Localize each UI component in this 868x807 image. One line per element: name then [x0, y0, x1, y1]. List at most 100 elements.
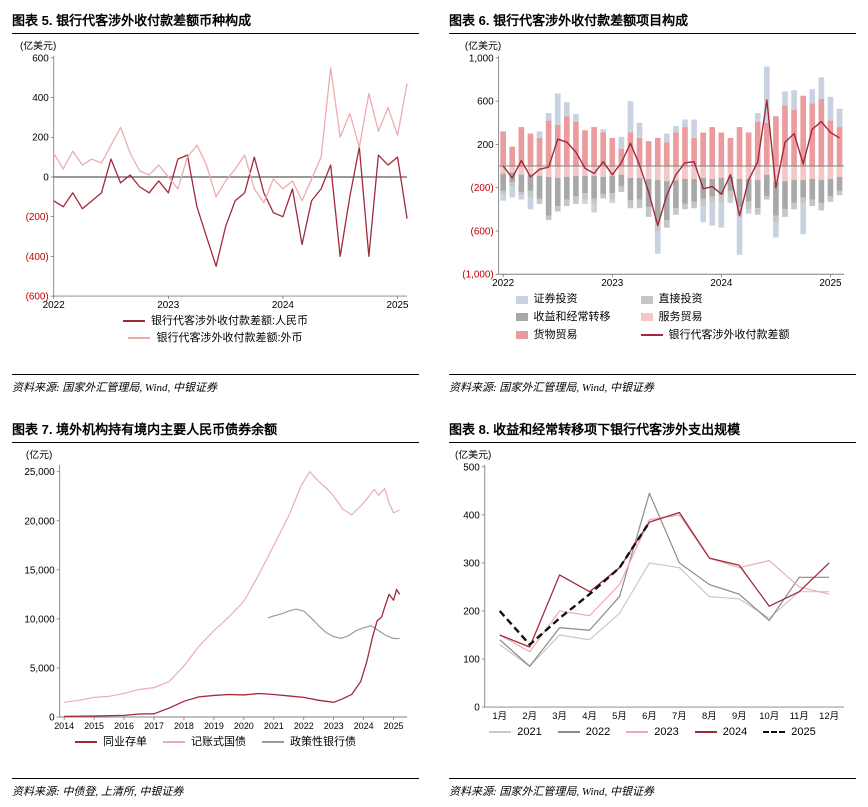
bar-segment	[636, 122, 643, 138]
legend-item: 同业存单	[75, 735, 147, 750]
bar-segment	[791, 180, 797, 203]
legend-swatch-rect	[640, 313, 653, 322]
bar-segment	[709, 196, 716, 203]
bar-segment	[527, 166, 534, 175]
bar-segment	[518, 127, 525, 167]
axis-unit-label: (亿元)	[26, 448, 52, 461]
stacked-bars	[500, 66, 843, 255]
bar-segment	[791, 109, 797, 167]
bar-segment	[591, 198, 597, 204]
legend-item: 2023	[626, 725, 679, 740]
legend-swatch-line	[626, 731, 649, 734]
x-tick-label: 2021	[264, 721, 284, 731]
bar-segment	[536, 166, 543, 176]
bar-segment	[600, 132, 606, 167]
bar-segment	[682, 166, 688, 180]
x-tick-label: 4月	[582, 710, 597, 721]
bar-segment	[645, 141, 652, 167]
x-tick-label: 2月	[522, 710, 537, 721]
x-tick-label: 2024	[272, 300, 295, 311]
y-tick-label: (400)	[26, 252, 49, 263]
x-tick-label: 2023	[157, 300, 180, 311]
y-tick-label: 200	[477, 140, 494, 151]
x-tick-label: 1月	[492, 710, 507, 721]
legend-swatch-rect	[640, 295, 653, 304]
legend-swatch-line	[557, 731, 580, 734]
y-tick-label: (200)	[471, 183, 494, 194]
axis-unit-label: (亿美元)	[20, 39, 56, 52]
legend-item: 银行代客涉外收付款差额:外币	[128, 331, 303, 346]
bar-segment	[809, 199, 816, 207]
bar-segment	[745, 132, 752, 167]
bar-segment	[700, 132, 706, 167]
series-line-2022	[499, 492, 830, 667]
bar-segment	[782, 209, 788, 217]
bar-segment	[591, 203, 597, 213]
bar-segment	[536, 175, 543, 199]
legend-item: 政策性银行债	[262, 735, 356, 750]
x-tick-label: 2025	[384, 721, 404, 731]
chart-6-figure: (亿美元)1,000 600 200 (200) (600) (1,000)2022 202…	[462, 39, 845, 289]
bar-segment	[509, 186, 516, 198]
legend-item: 2025	[763, 725, 816, 740]
bar-segment	[763, 66, 770, 123]
bar-segment	[518, 192, 525, 196]
bar-segment	[682, 203, 688, 210]
bar-segment	[609, 193, 616, 200]
legend-label: 记账式国债	[191, 735, 246, 748]
bar-segment	[791, 166, 797, 181]
x-tick-label: 10月	[759, 710, 779, 721]
x-tick-label: 5月	[612, 710, 627, 721]
legend-label: 2021	[517, 725, 542, 738]
bar-segment	[618, 166, 625, 175]
bar-segment	[636, 199, 643, 209]
legend-swatch-line	[640, 334, 663, 337]
bar-segment	[800, 166, 806, 181]
legend-swatch-line	[262, 741, 284, 744]
bar-segment	[673, 208, 679, 215]
bar-segment	[700, 198, 706, 207]
bar-segment	[745, 209, 752, 214]
y-tick-label: 20,000	[24, 516, 55, 527]
bar-segment	[745, 166, 752, 180]
legend-label: 服务贸易	[658, 310, 703, 323]
legend-item: 直接投资	[640, 292, 790, 307]
bar-segment	[554, 177, 561, 207]
legend-item: 记账式国债	[163, 735, 246, 750]
bar-segment	[682, 127, 688, 167]
bar-segment	[773, 222, 779, 238]
y-tick-label: 0	[43, 172, 49, 183]
chart-8-title: 图表 8. 收益和经常转移项下银行代客涉外支出规模	[449, 417, 856, 443]
y-tick-label: 400	[463, 510, 480, 521]
chart-6-title: 图表 6. 银行代客涉外收付款差额项目构成	[449, 8, 856, 34]
bar-segment	[527, 197, 534, 210]
bar-segment	[782, 166, 788, 182]
panel-chart-7: 图表 7. 境外机构持有境内主要人民币债券余额 (亿元) 25,000 20,000…	[12, 417, 419, 799]
bar-segment	[545, 215, 552, 221]
x-tick-label: 2023	[601, 278, 624, 289]
y-tick-label: 0	[49, 712, 55, 723]
bar-segment	[545, 120, 552, 167]
legend-label: 直接投资	[658, 293, 703, 306]
bar-segment	[773, 166, 779, 183]
bar-segment	[563, 166, 570, 177]
legend-label: 同业存单	[103, 735, 147, 748]
legend-swatch-line	[128, 337, 151, 340]
bar-segment	[554, 124, 561, 167]
y-tick-label: 15,000	[24, 565, 55, 576]
bar-segment	[809, 166, 816, 180]
x-tick-label: 12月	[819, 710, 839, 721]
x-tick-label: 2019	[204, 721, 224, 731]
bar-segment	[673, 180, 679, 209]
bar-segment	[709, 127, 716, 167]
bar-segment	[827, 179, 834, 197]
bar-segment	[536, 137, 543, 167]
chart-5-figure: (亿美元)600 400 200 0 (200) (400) (600)2022 2023 20…	[20, 39, 410, 311]
y-tick-label: (1,000)	[462, 270, 493, 281]
x-tick-label: 2024	[710, 278, 733, 289]
x-tick-label: 2025	[387, 300, 410, 311]
legend-label: 收益和经常转移	[533, 310, 611, 323]
y-tick-label: 10,000	[24, 614, 55, 625]
